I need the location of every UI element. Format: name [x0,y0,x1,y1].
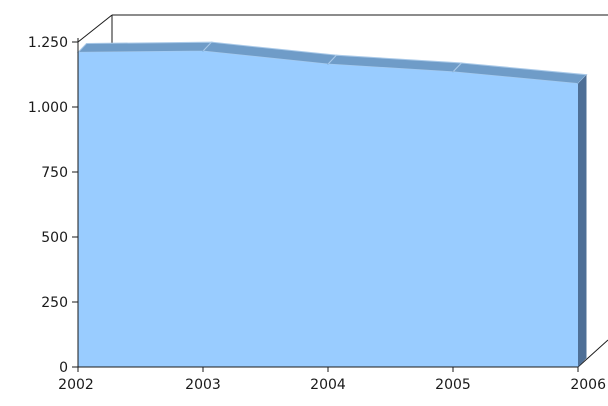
area-front-face [78,51,578,367]
y-tick-label: 750 [41,165,68,181]
data-point [327,63,329,65]
depth-edge-bottom-right [577,339,608,368]
x-tick-label: 2005 [435,377,471,393]
data-point [577,83,579,85]
area-series [76,41,588,367]
x-tick-label: 2004 [310,377,346,393]
y-tick-label: 250 [41,295,68,311]
y-tick-label: 0 [59,360,68,376]
y-axis: 0 250 500 750 1.000 1.250 [28,35,79,376]
data-point [452,71,454,73]
x-tick-label: 2002 [58,377,94,393]
y-tick-label: 1.000 [28,100,68,116]
data-point [202,50,204,52]
area-top-segment [76,41,213,53]
x-tick-label: 2003 [185,377,221,393]
y-tick-label: 1.250 [28,35,68,51]
x-tick-label: 2006 [570,377,606,393]
x-axis: 2002 2003 2004 2005 2006 [58,366,606,393]
area-side-face [578,74,587,367]
y-tick-label: 500 [41,230,68,246]
depth-edge-top-left [77,14,113,43]
